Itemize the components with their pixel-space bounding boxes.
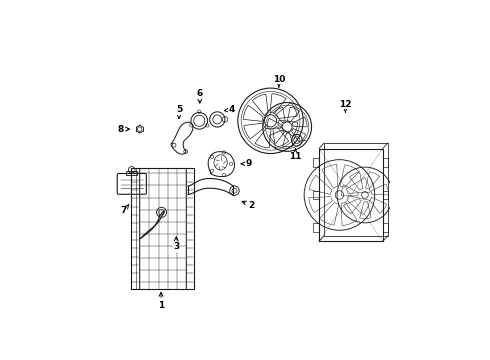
- Text: 11: 11: [289, 149, 302, 161]
- Text: 4: 4: [224, 105, 235, 114]
- Bar: [314, 158, 319, 167]
- Text: 3: 3: [173, 237, 179, 251]
- Bar: [383, 223, 389, 232]
- Bar: [314, 191, 319, 199]
- Circle shape: [230, 186, 239, 195]
- Bar: [383, 158, 389, 167]
- Text: 10: 10: [272, 75, 285, 87]
- Bar: [314, 223, 319, 232]
- Text: 7: 7: [121, 204, 129, 215]
- Bar: [383, 191, 389, 199]
- Text: 1: 1: [158, 292, 164, 310]
- Text: 9: 9: [241, 159, 251, 168]
- Text: 2: 2: [242, 201, 254, 210]
- Text: 12: 12: [339, 100, 352, 112]
- Text: 5: 5: [176, 105, 182, 118]
- Text: 6: 6: [196, 89, 203, 103]
- Text: 8: 8: [118, 125, 129, 134]
- Circle shape: [157, 207, 167, 217]
